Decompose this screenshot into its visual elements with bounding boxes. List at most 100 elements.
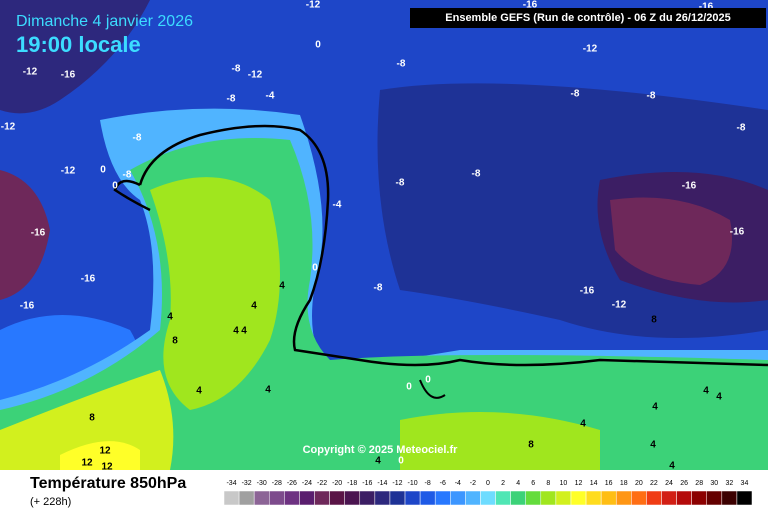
scale-swatch bbox=[359, 490, 376, 506]
contour-label: 0 bbox=[425, 375, 431, 386]
map bbox=[0, 0, 768, 470]
scale-swatch bbox=[721, 490, 738, 506]
contour-label: -8 bbox=[232, 64, 241, 75]
scale-label: -10 bbox=[408, 480, 418, 487]
contour-label: -16 bbox=[81, 274, 96, 285]
contour-label: -16 bbox=[682, 181, 697, 192]
scale-swatch bbox=[389, 490, 406, 506]
contour-label: -16 bbox=[61, 70, 76, 81]
scale-label: 30 bbox=[710, 480, 718, 487]
scale-label: 24 bbox=[665, 480, 673, 487]
scale-label: 12 bbox=[575, 480, 583, 487]
contour-label: 4 bbox=[265, 385, 271, 396]
contour-label: -8 bbox=[123, 170, 132, 181]
contour-label: 8 bbox=[528, 440, 534, 451]
contour-label: 12 bbox=[81, 458, 93, 469]
scale-swatch bbox=[344, 490, 361, 506]
contour-label: 4 bbox=[241, 326, 247, 337]
scale-swatch bbox=[706, 490, 723, 506]
contour-label: -8 bbox=[397, 59, 406, 70]
scale-label: -30 bbox=[257, 480, 267, 487]
run-box bbox=[410, 8, 766, 28]
contour-label: -8 bbox=[374, 283, 383, 294]
contour-label: -4 bbox=[333, 200, 342, 211]
scale-label: 16 bbox=[605, 480, 613, 487]
contour-label: -16 bbox=[730, 227, 745, 238]
scale-swatch bbox=[269, 490, 285, 506]
contour-label: -8 bbox=[227, 94, 236, 105]
contour-label: -16 bbox=[31, 228, 46, 239]
contour-label: -8 bbox=[647, 91, 656, 102]
legend-title: Température 850hPa bbox=[30, 475, 186, 492]
scale-swatch bbox=[646, 490, 662, 506]
contour-label: 4 bbox=[650, 440, 656, 451]
scale-label: 22 bbox=[650, 480, 658, 487]
contour-label: -16 bbox=[523, 0, 538, 11]
scale-label: 4 bbox=[516, 480, 520, 487]
contour-label: 8 bbox=[89, 413, 95, 424]
contour-label: -12 bbox=[248, 70, 263, 81]
contour-label: 4 bbox=[652, 402, 658, 413]
contour-label: 0 bbox=[406, 382, 412, 393]
scale-swatch bbox=[661, 490, 677, 506]
scale-label: -26 bbox=[287, 480, 297, 487]
contour-label: -16 bbox=[20, 301, 35, 312]
copyright: Copyright © 2025 Meteociel.fr bbox=[303, 444, 459, 456]
scale-label: -34 bbox=[226, 480, 236, 487]
contour-label: 4 bbox=[167, 312, 173, 323]
contour-label: -8 bbox=[571, 89, 580, 100]
contour-label: -12 bbox=[583, 44, 598, 55]
contour-label: 4 bbox=[375, 456, 381, 467]
scale-swatch bbox=[434, 490, 451, 506]
scale-label: 34 bbox=[741, 480, 749, 487]
scale-swatch bbox=[238, 490, 255, 506]
scale-label: 2 bbox=[501, 480, 505, 487]
scale-label: 18 bbox=[620, 480, 628, 487]
map-time: 19:00 locale bbox=[16, 32, 141, 57]
contour-label: -16 bbox=[580, 286, 595, 297]
scale-label: 32 bbox=[725, 480, 733, 487]
scale-label: -2 bbox=[470, 480, 476, 487]
scale-swatch bbox=[223, 490, 240, 506]
contour-label: 0 bbox=[315, 40, 321, 51]
scale-label: -24 bbox=[302, 480, 312, 487]
contour-label: 4 bbox=[279, 281, 285, 292]
contour-label: 4 bbox=[716, 392, 722, 403]
color-scale: -34 -32 -30 -28 -26 -24 -22 -20 -18 -16 -14 -12 -10-… bbox=[223, 480, 753, 506]
scale-swatch bbox=[495, 490, 511, 506]
contour-label: -8 bbox=[133, 133, 142, 144]
scale-swatch bbox=[615, 490, 632, 506]
contour-label: 0 bbox=[398, 456, 404, 467]
scale-swatch bbox=[253, 490, 270, 506]
scale-swatch bbox=[525, 490, 542, 506]
scale-swatch bbox=[329, 490, 345, 506]
scale-swatch bbox=[419, 490, 436, 506]
scale-swatch bbox=[631, 490, 647, 506]
scale-label: 10 bbox=[560, 480, 568, 487]
legend-lead: (+ 228h) bbox=[30, 496, 71, 508]
contour-label: 12 bbox=[99, 446, 111, 457]
scale-swatch bbox=[480, 490, 496, 506]
scale-label: -28 bbox=[272, 480, 282, 487]
run-info: Ensemble GEFS (Run de contrôle) - 06 Z d… bbox=[445, 12, 730, 24]
contour-labels: -12 -16 -16-12 -16-8-12-8-120-4-8-12-8-8 -8-… bbox=[1, 0, 746, 473]
scale-swatch bbox=[540, 490, 557, 506]
scale-label: -20 bbox=[332, 480, 342, 487]
contour-label: 0 bbox=[100, 165, 106, 176]
scale-label: 28 bbox=[695, 480, 703, 487]
scale-swatch bbox=[450, 490, 466, 506]
contour-label: -4 bbox=[266, 91, 275, 102]
scale-swatch bbox=[736, 490, 753, 506]
contour-label: -12 bbox=[612, 300, 627, 311]
scale-label: -16 bbox=[362, 480, 372, 487]
contour-label: 8 bbox=[172, 336, 178, 347]
scale-swatch bbox=[465, 490, 481, 506]
contour-label: 0 bbox=[312, 263, 318, 274]
scale-label: 14 bbox=[590, 480, 598, 487]
contour-label: 4 bbox=[669, 461, 675, 472]
contour-label: 12 bbox=[101, 462, 113, 473]
scale-swatch bbox=[299, 490, 315, 506]
contour-label: 4 bbox=[703, 386, 709, 397]
scale-label: 6 bbox=[531, 480, 535, 487]
scale-label: -12 bbox=[392, 480, 402, 487]
